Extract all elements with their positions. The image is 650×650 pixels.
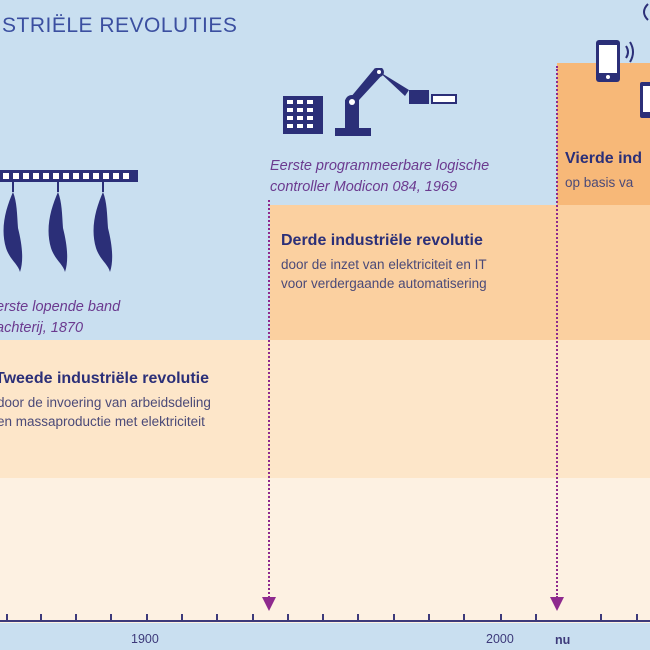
arrowhead-third (262, 597, 276, 611)
tick (322, 614, 324, 621)
title-third-revolution: Derde industriële revolutie (281, 232, 483, 249)
tick (216, 614, 218, 621)
tick (600, 614, 602, 621)
tick (110, 614, 112, 621)
caption-second-revolution: erste lopende band achterij, 1870 (0, 299, 121, 336)
arrow-line-fourth (556, 66, 558, 598)
robot-arm-icon (283, 68, 457, 136)
band-fourth-revolution (557, 63, 650, 205)
arrow-line-third (268, 200, 270, 598)
tick (252, 614, 254, 621)
page-title: STRIËLE REVOLUTIES (2, 14, 238, 37)
tick (357, 614, 359, 621)
tick (535, 614, 537, 621)
desc-second-revolution: door de invoering van arbeidsdeling en m… (0, 395, 211, 429)
tick (393, 614, 395, 621)
band-base (0, 478, 650, 623)
band-second-revolution (0, 340, 650, 478)
arrowhead-fourth (550, 597, 564, 611)
title-fourth-revolution: Vierde ind (565, 150, 643, 167)
tick (287, 614, 289, 621)
desc-fourth-revolution: op basis va (565, 175, 634, 190)
tick (636, 614, 638, 621)
title-second-revolution: Tweede industriële revolutie (0, 370, 209, 387)
hanging-carcasses-icon (0, 170, 138, 272)
band-third-revolution (270, 205, 650, 340)
smartphone-icon (596, 40, 634, 82)
tick (500, 614, 502, 621)
tick (181, 614, 183, 621)
tick (40, 614, 42, 621)
tick (146, 614, 148, 621)
desc-third-revolution: door de inzet van elektriciteit en IT vo… (281, 257, 487, 291)
tablet-icon (640, 82, 650, 118)
fourth-revolution-clip: Vierde ind op basis va (557, 140, 650, 200)
tick (75, 614, 77, 621)
wifi-signal-icon (643, 3, 649, 21)
tick (6, 614, 8, 621)
caption-third-revolution: Eerste programmeerbare logische controll… (270, 158, 490, 195)
year-label-now: nu (555, 633, 571, 647)
tick (463, 614, 465, 621)
timeline-axis (0, 620, 650, 622)
year-label-1900: 1900 (131, 632, 159, 646)
tick (428, 614, 430, 621)
year-label-2000: 2000 (486, 632, 514, 646)
